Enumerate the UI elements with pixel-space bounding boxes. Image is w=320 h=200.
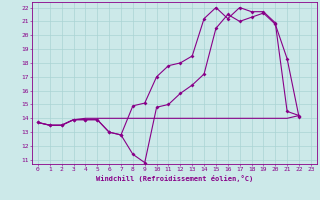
X-axis label: Windchill (Refroidissement éolien,°C): Windchill (Refroidissement éolien,°C) [96,175,253,182]
